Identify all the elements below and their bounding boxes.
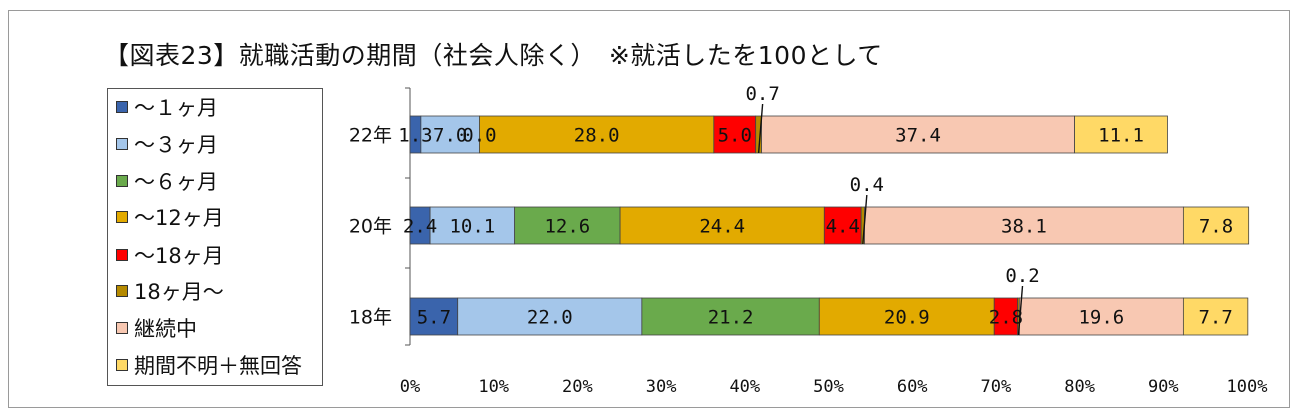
legend-item: ～12ヶ月 xyxy=(116,204,224,230)
data-label: 20.9 xyxy=(884,307,930,329)
data-label: 37.4 xyxy=(895,125,941,147)
bar-segment xyxy=(409,297,459,336)
x-tick-label: 80% xyxy=(1064,377,1095,397)
legend-swatch xyxy=(116,359,128,371)
x-tick-label: 0% xyxy=(400,377,420,397)
legend-label: 期間不明＋無回答 xyxy=(134,354,302,378)
x-tick-label: 100% xyxy=(1227,377,1268,397)
data-label: 5.0 xyxy=(718,125,752,147)
bar-segment xyxy=(1182,297,1249,336)
bar-segment xyxy=(713,115,757,154)
data-label: 28.0 xyxy=(574,125,620,147)
category-label: 18年 xyxy=(349,307,392,329)
data-label: 22.0 xyxy=(527,307,573,329)
leader-line xyxy=(1017,285,1024,336)
legend-swatch xyxy=(116,285,128,297)
data-label: 7.0 xyxy=(433,125,467,147)
legend-swatch xyxy=(116,322,128,334)
bar-segment xyxy=(761,115,1075,154)
legend-swatch xyxy=(116,101,128,113)
chart-title: 【図表23】就職活動の期間（社会人除く） ※就活したを100として xyxy=(104,41,883,70)
data-label: 0.0 xyxy=(462,125,496,147)
data-label: 5.7 xyxy=(417,307,451,329)
bar-segment xyxy=(1182,206,1250,245)
x-tick-label: 40% xyxy=(729,377,760,397)
data-label: 11.1 xyxy=(1098,125,1144,147)
legend-label: ～12ヶ月 xyxy=(134,206,224,230)
x-tick-label: 90% xyxy=(1148,377,1179,397)
legend-swatch xyxy=(116,138,128,150)
data-label: 0.4 xyxy=(850,174,884,196)
data-label: 7.7 xyxy=(1198,307,1232,329)
data-label: 19.6 xyxy=(1078,307,1124,329)
legend-swatch xyxy=(116,249,128,261)
data-label: 1.3 xyxy=(398,125,432,147)
legend-item: ～３ヶ月 xyxy=(116,131,218,157)
data-label: 38.1 xyxy=(1001,216,1047,238)
legend-label: ～１ヶ月 xyxy=(134,96,218,120)
data-label: 2.8 xyxy=(989,307,1023,329)
legend-label: 18ヶ月～ xyxy=(134,280,224,304)
bar-segment xyxy=(641,297,820,336)
legend-label: ～３ヶ月 xyxy=(134,133,218,157)
x-tick-label: 50% xyxy=(813,377,844,397)
data-label: 0.7 xyxy=(745,83,779,105)
leader-line xyxy=(757,103,764,154)
data-label: 4.4 xyxy=(826,216,860,238)
bar-segment xyxy=(818,297,995,336)
data-label: 0.2 xyxy=(1005,265,1039,287)
bar-segment xyxy=(457,297,643,336)
x-tick-label: 60% xyxy=(897,377,928,397)
legend-item: 18ヶ月～ xyxy=(116,278,224,304)
legend: ～１ヶ月 ～３ヶ月 ～６ヶ月 ～12ヶ月 ～18ヶ月 18ヶ月～ 継続中 期間不… xyxy=(107,88,323,386)
data-label: 24.4 xyxy=(699,216,745,238)
legend-item: ～１ヶ月 xyxy=(116,94,218,120)
legend-item: 継続中 xyxy=(116,315,197,341)
bar-segment xyxy=(864,206,1184,245)
bar-segment xyxy=(619,206,825,245)
data-label: 10.1 xyxy=(449,216,495,238)
legend-label: ～６ヶ月 xyxy=(134,170,218,194)
bar-segment xyxy=(479,115,715,154)
data-label: 2.4 xyxy=(403,216,437,238)
data-label: 21.2 xyxy=(708,307,754,329)
legend-item: 期間不明＋無回答 xyxy=(116,352,302,378)
legend-label: 継続中 xyxy=(134,317,197,341)
legend-swatch xyxy=(116,175,128,187)
legend-item: ～６ヶ月 xyxy=(116,168,218,194)
bar-segment xyxy=(429,206,516,245)
legend-item: ～18ヶ月 xyxy=(116,242,224,268)
x-tick-label: 30% xyxy=(646,377,677,397)
bar-segment xyxy=(420,115,480,154)
data-label: 7.8 xyxy=(1199,216,1233,238)
x-tick-label: 20% xyxy=(562,377,593,397)
x-tick-label: 10% xyxy=(478,377,509,397)
category-label: 22年 xyxy=(349,125,392,147)
data-label: 12.6 xyxy=(544,216,590,238)
category-label: 20年 xyxy=(349,216,392,238)
x-tick-label: 70% xyxy=(981,377,1012,397)
legend-label: ～18ヶ月 xyxy=(134,244,224,268)
bar-segment xyxy=(1074,115,1168,154)
leader-line xyxy=(862,194,868,245)
legend-swatch xyxy=(116,211,128,223)
